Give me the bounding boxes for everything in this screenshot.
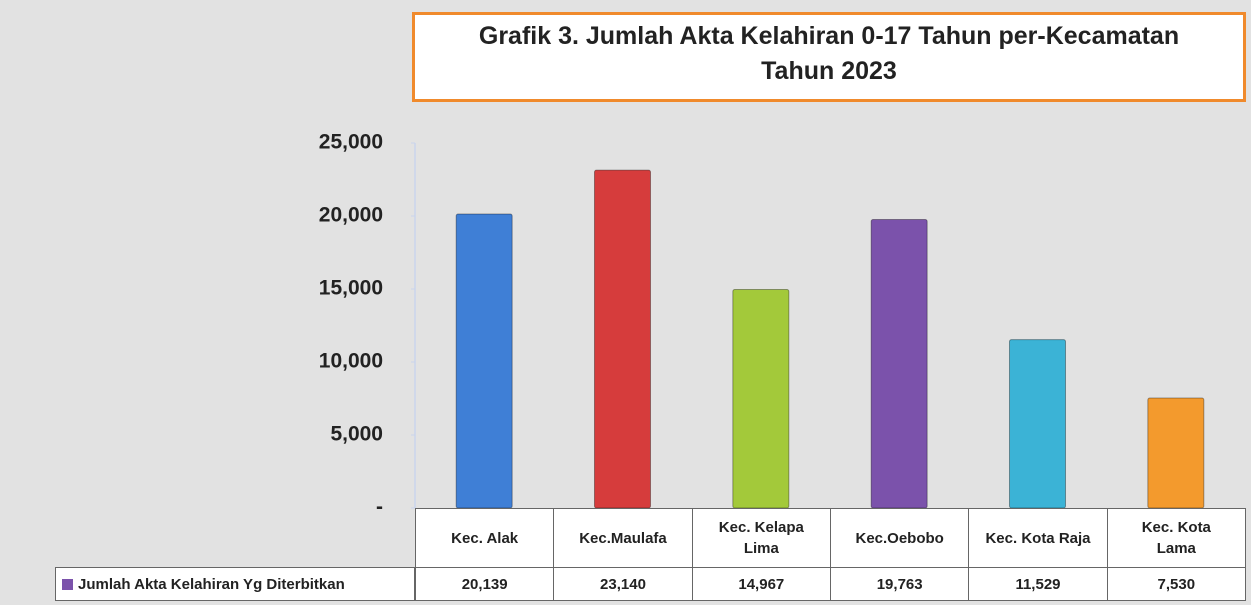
data-label: 20,139 [415,567,555,601]
x-tick-label: Kec. Kota Lama [1106,508,1246,568]
y-tick-label: 10,000 [319,350,383,373]
y-tick-label: 25,000 [319,131,383,154]
data-label: 23,140 [553,567,693,601]
x-tick-label: Kec. Kelapa Lima [691,508,831,568]
bar [455,213,513,509]
y-tick-label: 20,000 [319,204,383,227]
x-tick-label: Kec. Kota Raja [968,508,1108,568]
bar [1147,397,1205,509]
bar [1009,339,1066,509]
bar [732,288,790,509]
x-tick-label: Kec.Maulafa [553,508,693,568]
y-tick-label: - [376,496,383,519]
legend-swatch [62,578,73,590]
data-label: 11,529 [968,567,1108,601]
legend-label: Jumlah Akta Kelahiran Yg Diterbitkan [78,575,345,593]
chart-title: Tahun 2023 [761,57,897,85]
data-label: 7,530 [1106,567,1246,601]
chart-title-box: Grafik 3. Jumlah Akta Kelahiran 0-17 Tah… [412,12,1246,102]
y-tick-label: 5,000 [330,423,383,446]
legend: Jumlah Akta Kelahiran Yg Diterbitkan [55,567,415,601]
chart-title: Grafik 3. Jumlah Akta Kelahiran 0-17 Tah… [478,22,1180,50]
bar [870,218,928,509]
data-label: 14,967 [691,567,831,601]
x-tick-label: Kec.Oebobo [830,508,970,568]
y-tick-label: 15,000 [319,277,383,300]
x-tick-label: Kec. Alak [415,508,555,568]
data-label: 19,763 [830,567,970,601]
bar [594,169,651,509]
